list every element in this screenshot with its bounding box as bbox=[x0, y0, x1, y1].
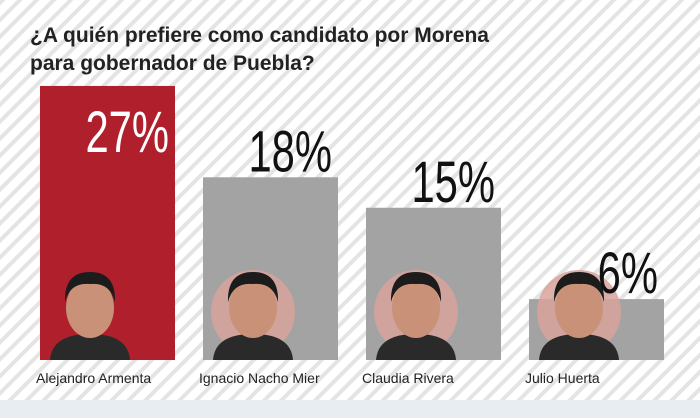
portrait-body bbox=[376, 334, 456, 360]
value-label: 27% bbox=[85, 99, 169, 164]
value-label: 18% bbox=[248, 119, 332, 184]
category-label: Claudia Rivera bbox=[362, 370, 454, 386]
category-label: Alejandro Armenta bbox=[36, 370, 151, 386]
chart-title: ¿A quién prefiere como candidato por Mor… bbox=[30, 24, 489, 75]
portrait-hair bbox=[64, 272, 116, 302]
portrait-body bbox=[50, 334, 130, 360]
portrait-face bbox=[229, 278, 277, 338]
portrait-body bbox=[213, 334, 293, 360]
portrait-hair bbox=[227, 272, 279, 302]
footer-band bbox=[0, 400, 700, 418]
category-label: Julio Huerta bbox=[525, 370, 600, 386]
portrait-face bbox=[392, 278, 440, 338]
category-label: Ignacio Nacho Mier bbox=[199, 370, 320, 386]
portrait-hair bbox=[553, 272, 605, 302]
portrait-hair bbox=[390, 272, 442, 302]
portrait-body bbox=[539, 334, 619, 360]
value-label: 6% bbox=[598, 240, 658, 305]
value-label: 15% bbox=[411, 149, 495, 214]
portrait-face bbox=[555, 278, 603, 338]
portrait-face bbox=[66, 278, 114, 338]
